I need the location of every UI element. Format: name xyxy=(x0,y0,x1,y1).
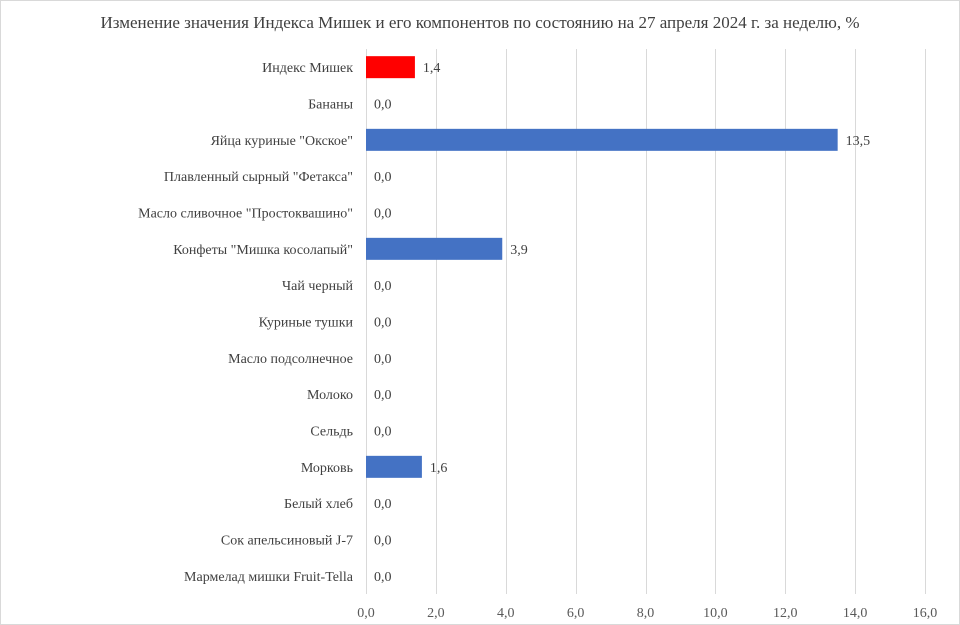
data-label: 0,0 xyxy=(374,497,392,512)
bars xyxy=(366,56,838,478)
bar xyxy=(366,455,422,478)
x-tick-label: 16,0 xyxy=(913,606,938,621)
labels: 0,0 2,0 4,0 6,0 8,0 10,0 12,0 14,0 16,0 Индекс Ми… xyxy=(138,61,937,621)
data-label: 0,0 xyxy=(374,425,392,440)
category-label: Конфеты "Мишка косолапый" xyxy=(173,243,353,258)
category-label: Морковь xyxy=(301,461,353,476)
category-label: Масло сливочное "Простоквашино" xyxy=(138,207,353,222)
category-label: Куриные тушки xyxy=(259,316,354,331)
data-label: 0,0 xyxy=(374,352,392,367)
category-label: Масло подсолнечное xyxy=(228,352,353,367)
chart-title: Изменение значения Индекса Мишек и его к… xyxy=(100,13,860,32)
data-label: 1,6 xyxy=(430,461,448,476)
data-label: 3,9 xyxy=(510,243,527,258)
bar xyxy=(366,128,838,151)
data-label: 1,4 xyxy=(423,61,441,76)
category-label: Белый хлеб xyxy=(284,497,353,512)
x-tick-label: 14,0 xyxy=(843,606,868,621)
data-label: 0,0 xyxy=(374,207,392,222)
x-tick-label: 8,0 xyxy=(637,606,655,621)
data-label: 0,0 xyxy=(374,388,392,403)
category-label: Яйца куриные "Окское" xyxy=(211,134,353,149)
data-label: 0,0 xyxy=(374,279,392,294)
data-label: 0,0 xyxy=(374,170,392,185)
category-label: Чай черный xyxy=(282,279,353,294)
x-tick-label: 10,0 xyxy=(703,606,728,621)
data-label: 0,0 xyxy=(374,570,392,585)
data-label: 13,5 xyxy=(846,134,871,149)
x-tick-label: 12,0 xyxy=(773,606,798,621)
data-label: 0,0 xyxy=(374,316,392,331)
category-label: Молоко xyxy=(307,388,353,403)
bar xyxy=(366,237,503,260)
category-label: Сок апельсиновый J-7 xyxy=(221,534,353,549)
x-tick-label: 4,0 xyxy=(497,606,515,621)
x-tick-label: 0,0 xyxy=(357,606,375,621)
data-label: 0,0 xyxy=(374,534,392,549)
x-tick-label: 2,0 xyxy=(427,606,445,621)
bar xyxy=(366,56,415,79)
x-tick-label: 6,0 xyxy=(567,606,585,621)
category-label: Бананы xyxy=(308,98,353,113)
category-label: Плавленный сырный "Фетакса" xyxy=(164,170,353,185)
category-label: Сельдь xyxy=(310,425,353,440)
category-label: Мармелад мишки Fruit-Tella xyxy=(184,570,354,585)
category-label: Индекс Мишек xyxy=(262,61,353,76)
data-label: 0,0 xyxy=(374,98,392,113)
